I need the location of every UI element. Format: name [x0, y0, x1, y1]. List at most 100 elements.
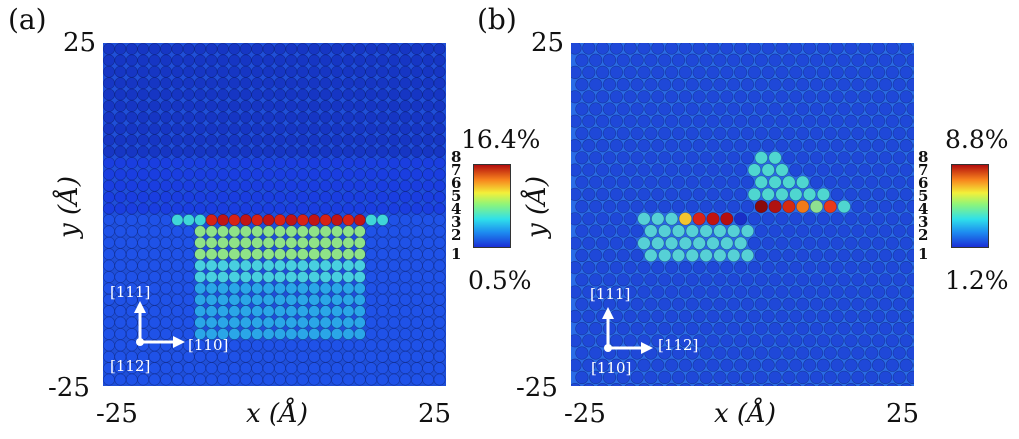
atom — [422, 65, 435, 78]
atom — [239, 134, 252, 147]
atom — [671, 322, 686, 336]
atom — [319, 373, 332, 386]
atom — [296, 293, 309, 306]
atom — [761, 138, 775, 153]
atom — [205, 191, 218, 204]
atom — [782, 297, 796, 311]
atom — [217, 259, 229, 272]
atom — [740, 248, 755, 262]
atom — [685, 248, 699, 262]
atom — [125, 77, 138, 90]
atom — [433, 191, 446, 204]
atom — [160, 305, 172, 318]
atom — [171, 259, 184, 272]
atom — [851, 77, 865, 92]
atom — [239, 373, 252, 386]
atom — [239, 54, 252, 67]
atom — [353, 293, 366, 306]
atom — [775, 187, 789, 201]
atom — [331, 259, 343, 272]
atom — [182, 168, 195, 181]
atom — [748, 383, 760, 386]
atom — [274, 282, 286, 295]
atom — [892, 53, 906, 67]
atom — [148, 168, 161, 181]
atom — [171, 168, 184, 181]
atom — [353, 248, 366, 261]
panel-a-level-4: 4 — [451, 200, 462, 218]
atom — [844, 43, 858, 55]
atom — [816, 334, 830, 348]
atom — [410, 191, 423, 204]
atom — [114, 100, 127, 112]
atom — [125, 88, 138, 101]
atom — [422, 271, 435, 283]
atom — [239, 214, 252, 226]
atom — [125, 179, 138, 192]
atom — [685, 224, 699, 238]
atom — [160, 282, 172, 295]
atom — [399, 100, 412, 112]
atom — [575, 273, 589, 287]
atom — [658, 175, 672, 189]
atom — [433, 111, 446, 124]
atom — [422, 202, 435, 215]
atom — [885, 163, 900, 177]
atom — [410, 157, 423, 169]
atom — [768, 151, 782, 165]
atom — [217, 168, 229, 181]
atom — [775, 212, 789, 226]
atom — [644, 248, 658, 262]
atom — [331, 168, 343, 181]
atom — [160, 225, 172, 238]
atom — [575, 77, 589, 92]
atom — [776, 383, 788, 386]
atom — [666, 383, 678, 386]
atom — [878, 126, 893, 140]
atom — [103, 88, 115, 101]
atom — [182, 65, 195, 78]
atom — [678, 334, 692, 348]
atom — [194, 145, 207, 158]
atom — [589, 77, 603, 92]
atom — [217, 77, 229, 90]
atom — [353, 373, 366, 386]
atom — [433, 54, 446, 67]
atom — [652, 383, 664, 386]
atom — [433, 248, 446, 261]
atom — [319, 168, 332, 181]
atom — [602, 370, 617, 385]
atom — [823, 248, 837, 262]
atom — [747, 261, 761, 275]
atom — [651, 138, 665, 153]
atom — [906, 53, 914, 67]
atom — [125, 316, 138, 329]
atom — [433, 328, 446, 340]
atom — [410, 328, 423, 340]
atom — [685, 151, 699, 165]
atom — [796, 175, 810, 189]
atom — [589, 53, 603, 67]
atom — [274, 168, 286, 181]
atom — [331, 293, 343, 306]
atom — [365, 43, 378, 55]
atom — [262, 111, 275, 124]
atom — [844, 261, 858, 275]
panel-a-level-7: 7 — [451, 161, 462, 179]
atom — [239, 122, 252, 135]
atom — [171, 179, 184, 192]
atom — [160, 111, 172, 124]
atom — [251, 77, 264, 90]
atom — [892, 175, 906, 189]
atom — [410, 214, 423, 226]
atom — [262, 214, 275, 226]
atom — [205, 157, 218, 169]
atom — [844, 138, 858, 153]
atom — [205, 248, 218, 261]
atom — [720, 138, 734, 153]
atom — [851, 370, 865, 385]
atom — [609, 261, 624, 275]
atom — [125, 100, 138, 112]
atom — [331, 282, 343, 295]
atom — [160, 88, 172, 101]
